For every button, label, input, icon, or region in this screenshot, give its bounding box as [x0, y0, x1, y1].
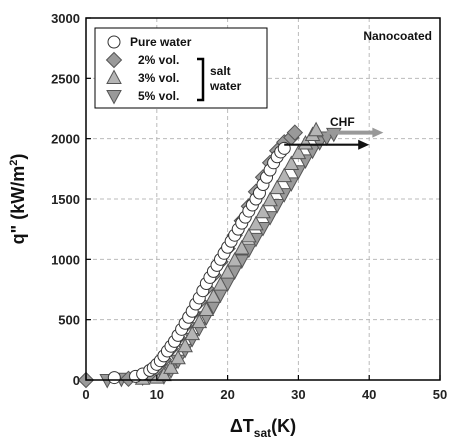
bracket-label-water: water [209, 79, 242, 93]
data-point [269, 179, 285, 195]
data-point [308, 121, 324, 137]
x-tick-label: 30 [291, 387, 305, 402]
data-point [191, 313, 208, 329]
legend: Pure water 2% vol. 3% vol. 5% vol. salt wat… [94, 27, 268, 109]
data-point [283, 155, 300, 171]
x-tick-label: 50 [433, 387, 447, 402]
data-point [177, 337, 193, 353]
legend-box [94, 27, 268, 109]
data-point [170, 349, 186, 365]
salt-bracket [197, 57, 205, 102]
series-0 [107, 141, 291, 385]
x-tick-label: 40 [362, 387, 376, 402]
y-tick-label: 2000 [51, 132, 80, 147]
y-axis-label-sup: 2 [8, 160, 20, 166]
y-tick-label: 2500 [51, 71, 80, 86]
data-point [219, 264, 236, 279]
data-point [163, 359, 179, 374]
legend-label: 5% vol. [138, 89, 179, 103]
y-tick-label: 0 [73, 373, 80, 388]
chf-arrow-head [372, 127, 384, 138]
x-axis-label-main: ΔT [230, 416, 254, 436]
data-point [233, 239, 250, 255]
legend-label: 3% vol. [138, 71, 179, 85]
nanocoated-annotation: Nanocoated [363, 29, 432, 43]
legend-marker [105, 51, 123, 69]
y-axis-label: q" (kW/m2) [8, 154, 28, 245]
legend-marker [106, 90, 122, 105]
x-axis-label-sub: sat [254, 426, 271, 440]
chf-label: CHF [330, 115, 355, 129]
y-axis-label-main: q" (kW/m [8, 166, 28, 245]
data-point [255, 203, 271, 219]
y-tick-label: 1500 [51, 192, 80, 207]
legend-label: Pure water [130, 35, 192, 49]
x-tick-label: 10 [150, 387, 164, 402]
legend-label: 2% vol. [138, 53, 179, 67]
series-layer [77, 121, 342, 389]
data-point [198, 301, 215, 317]
data-point [226, 251, 243, 267]
data-point [248, 215, 264, 231]
data-point [262, 191, 278, 207]
bracket-label-salt: salt [210, 64, 231, 78]
x-axis-label: ΔTsat(K) [230, 416, 296, 440]
y-tick-label: 1000 [51, 252, 80, 267]
y-tick-label: 500 [58, 313, 80, 328]
legend-marker [107, 35, 121, 49]
data-point [107, 371, 121, 385]
data-point [205, 288, 222, 303]
legend-marker [106, 69, 122, 84]
data-point [184, 325, 201, 341]
chf-arrows [284, 127, 384, 150]
chf-arrow-head [358, 139, 370, 150]
y-axis-label-close: ) [8, 154, 28, 160]
data-point [276, 167, 293, 183]
data-point [241, 227, 257, 243]
data-point [212, 276, 229, 291]
data-point [286, 124, 304, 141]
x-tick-label: 20 [220, 387, 234, 402]
x-axis-label-unit: (K) [271, 416, 296, 436]
legend-items: Pure water 2% vol. 3% vol. 5% vol. [105, 35, 192, 105]
data-point [290, 144, 307, 160]
x-tick-label: 0 [82, 387, 89, 402]
y-tick-label: 3000 [51, 11, 80, 26]
